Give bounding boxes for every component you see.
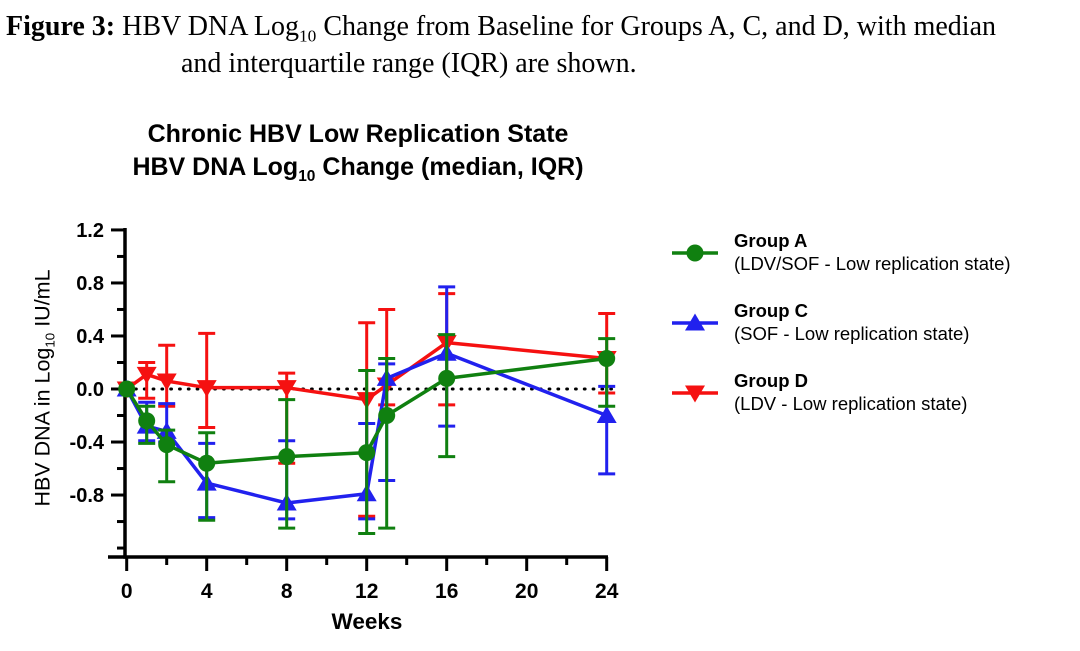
group-a-marker bbox=[278, 448, 296, 466]
group-a-marker bbox=[198, 454, 216, 472]
legend-item-group-c: Group C (SOF - Low replication state) bbox=[670, 300, 1011, 345]
group-d-marker bbox=[276, 380, 297, 398]
x-tick-label: 0 bbox=[121, 580, 133, 603]
legend-group-a-name: Group A bbox=[734, 230, 808, 251]
y-tick-label: -0.4 bbox=[70, 432, 105, 454]
caption-line-2: and interquartile range (IQR) are shown. bbox=[181, 47, 637, 79]
x-tick-label: 16 bbox=[435, 580, 458, 603]
y-tick-label: 0.0 bbox=[76, 379, 104, 401]
y-tick-label: 0.8 bbox=[76, 273, 104, 295]
group-c-triangle-up-marker-icon bbox=[670, 310, 720, 336]
group-a-marker bbox=[378, 407, 396, 425]
group-a-circle-marker-icon bbox=[670, 240, 720, 266]
title-log-subscript: 10 bbox=[298, 167, 316, 185]
legend-group-d-desc: (LDV - Low replication state) bbox=[734, 392, 968, 414]
x-tick-label: 24 bbox=[595, 580, 619, 603]
legend-group-c-desc: (SOF - Low replication state) bbox=[734, 322, 970, 344]
figure-caption: Figure 3: HBV DNA Log10 Change from Base… bbox=[6, 10, 1076, 81]
group-c-marker bbox=[596, 406, 617, 424]
series-group-a bbox=[118, 333, 616, 535]
legend-group-c-name: Group C bbox=[734, 300, 808, 322]
caption-log-subscript: 10 bbox=[298, 26, 317, 46]
chart-legend: Group A (LDV/SOF - Low replication state… bbox=[670, 230, 1011, 415]
legend-group-a-desc: (LDV/SOF - Low replication state) bbox=[734, 252, 1011, 274]
group-d-marker bbox=[136, 366, 157, 384]
chart-title-line-2: HBV DNA Log10 Change (median, IQR) bbox=[132, 152, 584, 185]
group-d-marker bbox=[196, 380, 217, 398]
x-tick-label: 12 bbox=[355, 580, 378, 603]
group-d-triangle-down-marker-icon bbox=[670, 380, 720, 406]
legend-group-d-name: Group D bbox=[734, 370, 808, 392]
group-a-marker bbox=[358, 444, 376, 462]
x-tick-label: 20 bbox=[515, 580, 538, 603]
x-axis-label: Weeks bbox=[332, 609, 403, 634]
hbv-dna-change-chart: 1.2 0.8 0.4 0.0 -0.4 -0.8 0 4 8 12 16 20 24 Weeks bbox=[70, 220, 619, 634]
y-tick-label: 1.2 bbox=[76, 220, 104, 242]
caption-figure-label: Figure 3: bbox=[6, 11, 116, 42]
x-tick-label: 8 bbox=[281, 580, 293, 603]
group-a-marker bbox=[158, 436, 176, 454]
group-a-marker bbox=[598, 350, 616, 368]
group-d-marker bbox=[156, 373, 177, 391]
group-a-marker bbox=[118, 380, 136, 398]
y-tick-label: -0.8 bbox=[70, 485, 104, 507]
group-a-iqr-error-bars bbox=[138, 333, 616, 535]
caption-line-1: Figure 3: HBV DNA Log10 Change from Base… bbox=[6, 11, 996, 46]
legend-item-group-a: Group A (LDV/SOF - Low replication state… bbox=[670, 230, 1011, 275]
group-a-marker bbox=[138, 412, 156, 430]
x-tick-label: 4 bbox=[201, 580, 213, 603]
legend-item-group-d: Group D (LDV - Low replication state) bbox=[670, 370, 1011, 415]
group-a-marker bbox=[438, 369, 456, 387]
chart-title: Chronic HBV Low Replication State HBV DN… bbox=[58, 118, 658, 187]
y-tick-label: 0.4 bbox=[76, 326, 105, 348]
chart-title-line-1: Chronic HBV Low Replication State bbox=[147, 120, 569, 148]
